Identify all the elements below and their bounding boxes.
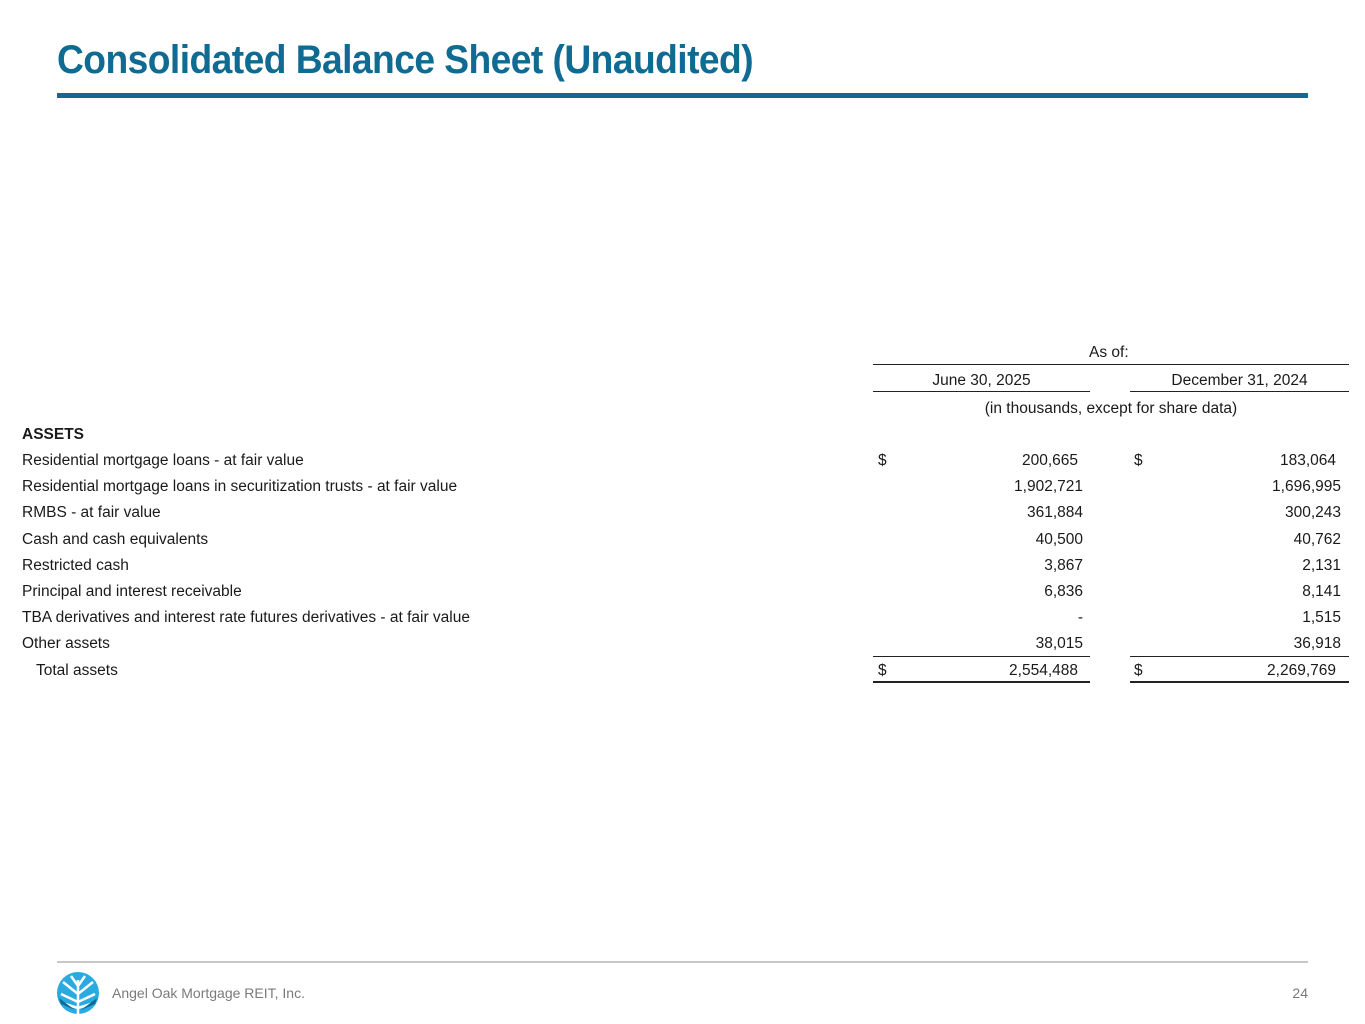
page-title: Consolidated Balance Sheet (Unaudited) (57, 38, 754, 82)
total-rule-col2 (1130, 681, 1349, 683)
value-june-2025: 6,836 (1044, 583, 1083, 600)
header-rule (873, 364, 1349, 365)
col-header-june-2025: June 30, 2025 (932, 372, 1031, 389)
dollar-sign-col2: $ (1134, 661, 1143, 679)
value-june-2025: 40,500 (1035, 530, 1083, 548)
col-header-dec-2024: December 31, 2024 (1171, 372, 1308, 389)
value-dec-2024: 8,141 (1302, 583, 1341, 600)
angel-oak-logo-icon (57, 972, 99, 1014)
dollar-sign-col1: $ (878, 452, 887, 469)
row-label: Cash and cash equivalents (22, 530, 209, 548)
units-note: (in thousands, except for share data) (984, 400, 1238, 417)
value-june-2025: 2,554,488 (1009, 661, 1078, 679)
as-of-label: As of: (1089, 344, 1129, 361)
value-dec-2024: 1,696,995 (1272, 478, 1341, 496)
dollar-sign-col2: $ (1134, 452, 1143, 469)
section-assets: ASSETS (22, 426, 85, 443)
page-number: 24 (1292, 985, 1308, 1001)
value-dec-2024: 1,515 (1302, 609, 1341, 627)
total-rule-col1 (873, 681, 1090, 683)
row-label: TBA derivatives and interest rate future… (22, 609, 470, 627)
row-label: Other assets (22, 635, 110, 653)
value-june-2025: 361,884 (1026, 504, 1083, 522)
value-dec-2024: 36,918 (1293, 635, 1341, 653)
value-dec-2024: 300,243 (1284, 504, 1341, 522)
value-dec-2024: 183,064 (1279, 452, 1336, 469)
row-label: Restricted cash (22, 556, 129, 574)
row-label: Total assets (36, 661, 118, 679)
row-label: RMBS - at fair value (22, 504, 161, 522)
footer-rule (57, 961, 1308, 963)
row-label: Residential mortgage loans in securitiza… (22, 478, 458, 496)
row-label: Principal and interest receivable (22, 583, 242, 600)
title-rule (57, 93, 1308, 98)
value-june-2025: - (1077, 609, 1083, 627)
value-dec-2024: 2,131 (1302, 556, 1341, 574)
value-dec-2024: 40,762 (1293, 530, 1341, 548)
row-label: Residential mortgage loans - at fair val… (22, 452, 304, 469)
value-june-2025: 38,015 (1035, 635, 1083, 653)
value-june-2025: 3,867 (1044, 556, 1083, 574)
footer-company: Angel Oak Mortgage REIT, Inc. (112, 985, 305, 1001)
value-dec-2024: 2,269,769 (1267, 661, 1336, 679)
value-june-2025: 200,665 (1021, 452, 1078, 469)
subtotal-rule-col2 (1130, 656, 1349, 657)
col2-rule (1130, 391, 1349, 392)
col1-rule (873, 391, 1090, 392)
subtotal-rule-col1 (873, 656, 1090, 657)
value-june-2025: 1,902,721 (1014, 478, 1083, 496)
dollar-sign-col1: $ (878, 661, 887, 679)
